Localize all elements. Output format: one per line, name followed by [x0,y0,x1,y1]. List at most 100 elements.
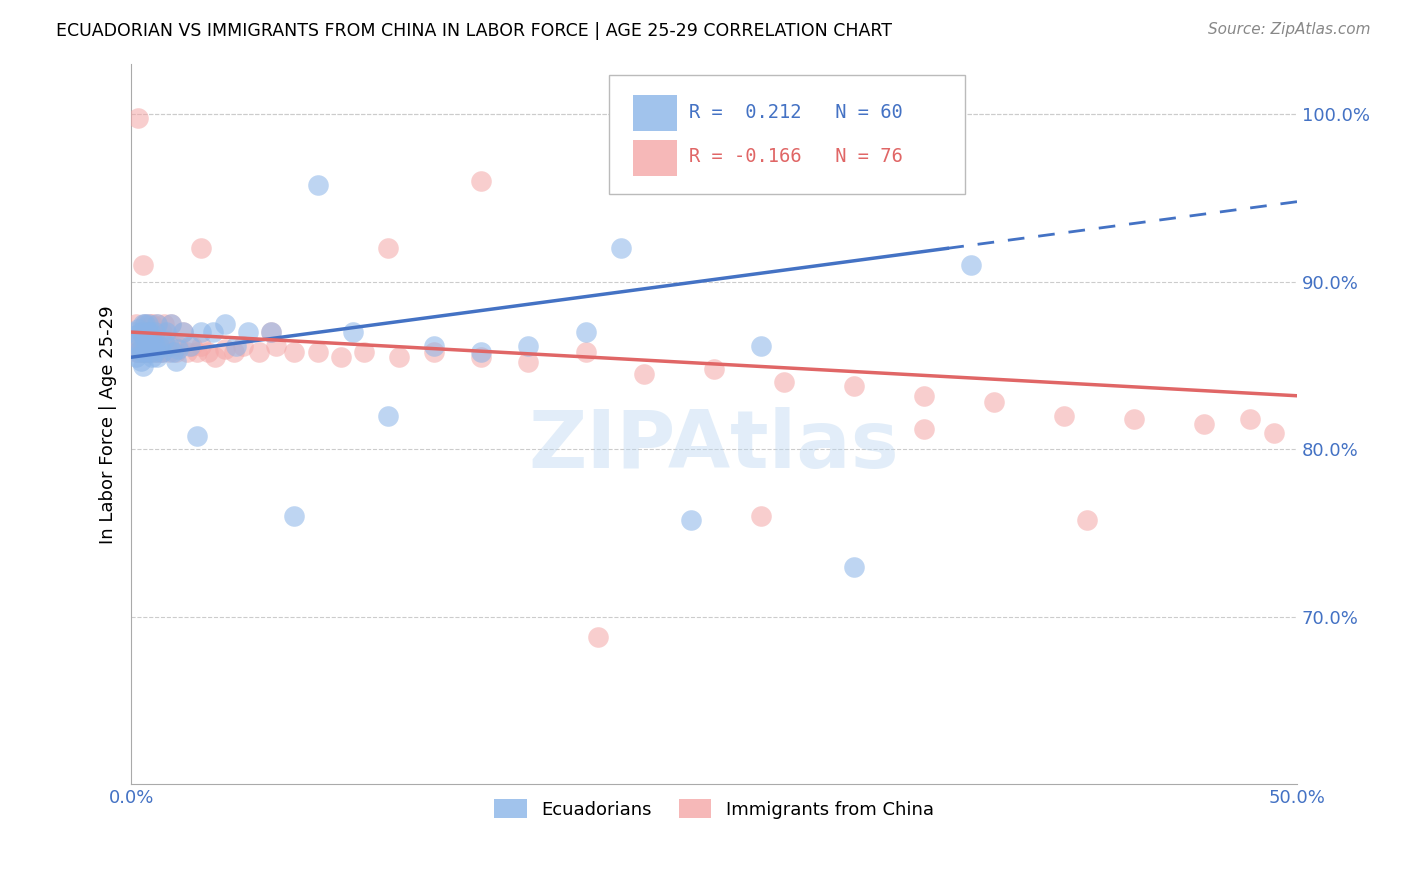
Point [136,317,159,331]
Text: R = -0.166   N = 76: R = -0.166 N = 76 [689,147,903,167]
Point [260,325,283,339]
Point [983,395,1005,409]
Point [959,258,981,272]
Point [190,338,212,352]
Point [127,322,149,336]
Point [330,350,353,364]
Point [148,338,170,352]
Point [679,513,702,527]
Point [633,367,655,381]
Point [1076,513,1098,527]
Point [172,325,194,339]
Point [260,325,283,339]
Point [1239,412,1261,426]
Point [214,317,236,331]
Point [150,345,173,359]
Point [132,359,155,373]
Point [157,345,180,359]
Point [143,345,166,359]
Point [423,345,446,359]
FancyBboxPatch shape [609,75,965,194]
Point [1053,409,1076,423]
Point [134,317,156,331]
Point [143,345,166,359]
Point [283,345,305,359]
Point [225,338,247,352]
Text: Source: ZipAtlas.com: Source: ZipAtlas.com [1208,22,1371,37]
Point [141,338,163,352]
Text: ZIPAtlas: ZIPAtlas [529,407,900,485]
Point [586,630,609,644]
Point [143,325,166,339]
Point [1263,425,1285,440]
Bar [633,95,676,131]
Point [342,325,364,339]
Point [703,362,725,376]
Point [516,355,538,369]
Point [388,350,411,364]
Point [307,178,329,192]
Point [134,338,156,352]
Point [146,317,169,331]
Point [186,429,208,443]
Point [470,174,492,188]
Point [136,342,159,356]
Point [264,338,287,352]
Point [129,325,152,339]
Point [180,338,202,352]
Point [842,378,865,392]
Point [470,350,492,364]
Point [139,338,162,352]
Point [162,345,184,359]
Point [129,353,152,368]
Point [139,317,162,331]
Point [136,325,159,339]
Point [127,338,149,352]
Point [139,338,162,352]
Point [162,338,184,352]
Point [127,111,149,125]
Point [132,345,155,359]
Point [150,345,173,359]
Point [912,389,935,403]
Point [165,353,187,368]
Point [143,325,166,339]
Point [125,345,148,359]
Point [179,338,201,352]
Point [155,338,177,352]
Point [749,509,772,524]
Point [129,325,152,339]
Point [134,334,156,348]
Point [139,325,162,339]
Point [129,345,152,359]
Point [575,325,598,339]
Point [136,345,159,359]
Point [773,376,796,390]
Point [125,328,148,343]
Point [155,325,177,339]
Point [129,342,152,356]
Point [307,345,329,359]
Point [167,338,190,352]
Point [146,317,169,331]
Point [165,345,187,359]
Point [160,317,183,331]
Point [204,350,226,364]
Point [197,345,219,359]
Point [190,241,212,255]
Point [153,317,176,331]
Point [470,345,492,359]
Point [190,325,212,339]
Point [423,338,446,352]
Point [377,409,399,423]
Point [167,342,190,356]
Point [214,342,236,356]
Point [222,345,245,359]
Point [141,334,163,348]
Point [575,345,598,359]
Point [139,345,162,359]
Point [160,317,183,331]
Point [127,345,149,359]
Point [134,345,156,359]
Point [1122,412,1144,426]
